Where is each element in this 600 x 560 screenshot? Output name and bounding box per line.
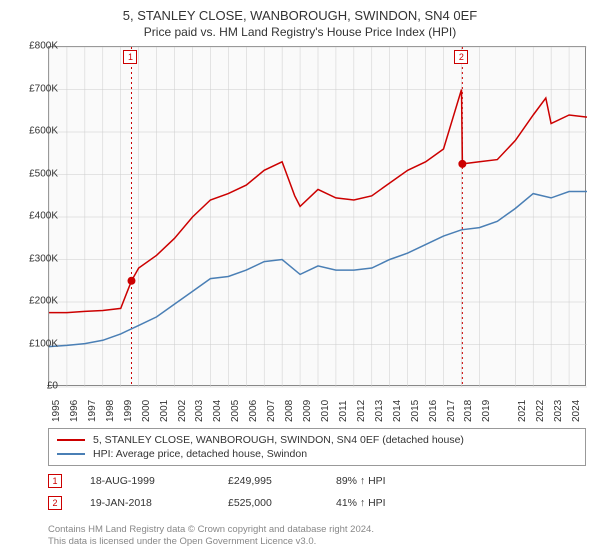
event-row: 2 19-JAN-2018 £525,000 41% ↑ HPI xyxy=(48,492,586,514)
chart-marker-1: 1 xyxy=(123,50,137,64)
legend: 5, STANLEY CLOSE, WANBOROUGH, SWINDON, S… xyxy=(48,428,586,466)
y-tick-label: £600K xyxy=(8,126,58,137)
chart-subtitle: Price paid vs. HM Land Registry's House … xyxy=(0,23,600,43)
x-tick-label: 2007 xyxy=(266,400,277,422)
event-date: 18-AUG-1999 xyxy=(90,475,200,487)
legend-swatch xyxy=(57,453,85,455)
event-marker: 2 xyxy=(48,496,62,510)
marker-dot-2 xyxy=(458,160,466,168)
x-tick-label: 1995 xyxy=(51,400,62,422)
y-tick-label: £800K xyxy=(8,41,58,52)
x-tick-label: 2018 xyxy=(463,400,474,422)
x-tick-label: 2014 xyxy=(392,400,403,422)
x-tick-label: 2009 xyxy=(302,400,313,422)
plot-svg xyxy=(49,47,587,387)
chart-marker-2: 2 xyxy=(454,50,468,64)
event-row: 1 18-AUG-1999 £249,995 89% ↑ HPI xyxy=(48,470,586,492)
y-tick-label: £200K xyxy=(8,296,58,307)
y-tick-label: £500K xyxy=(8,168,58,179)
y-tick-label: £400K xyxy=(8,211,58,222)
x-tick-label: 1998 xyxy=(105,400,116,422)
footer-line2: This data is licensed under the Open Gov… xyxy=(48,536,374,548)
y-tick-label: £300K xyxy=(8,253,58,264)
legend-swatch xyxy=(57,439,85,441)
y-tick-label: £100K xyxy=(8,338,58,349)
x-tick-label: 2010 xyxy=(320,400,331,422)
x-tick-label: 1997 xyxy=(87,400,98,422)
x-tick-label: 1999 xyxy=(123,400,134,422)
x-tick-label: 2024 xyxy=(571,400,582,422)
x-tick-label: 2002 xyxy=(177,400,188,422)
x-tick-label: 2023 xyxy=(553,400,564,422)
legend-row: HPI: Average price, detached house, Swin… xyxy=(57,447,577,461)
event-delta: 89% ↑ HPI xyxy=(336,475,386,487)
x-tick-label: 1996 xyxy=(69,400,80,422)
x-tick-label: 2008 xyxy=(284,400,295,422)
x-tick-label: 2015 xyxy=(410,400,421,422)
events-table: 1 18-AUG-1999 £249,995 89% ↑ HPI 2 19-JAN-201… xyxy=(48,470,586,514)
x-tick-label: 2011 xyxy=(338,400,349,422)
event-marker: 1 xyxy=(48,474,62,488)
x-tick-label: 2012 xyxy=(356,400,367,422)
x-tick-label: 2013 xyxy=(374,400,385,422)
x-tick-label: 2019 xyxy=(481,400,492,422)
plot-area xyxy=(48,46,586,386)
x-tick-label: 2001 xyxy=(159,400,170,422)
x-tick-label: 2017 xyxy=(446,400,457,422)
chart-container: 5, STANLEY CLOSE, WANBOROUGH, SWINDON, S… xyxy=(0,0,600,560)
x-tick-label: 2022 xyxy=(535,400,546,422)
x-tick-label: 2004 xyxy=(212,400,223,422)
footer-attribution: Contains HM Land Registry data © Crown c… xyxy=(48,524,374,549)
x-tick-label: 2006 xyxy=(248,400,259,422)
marker-dot-1 xyxy=(127,277,135,285)
x-tick-label: 2005 xyxy=(230,400,241,422)
x-tick-label: 2000 xyxy=(141,400,152,422)
y-tick-label: £0 xyxy=(8,381,58,392)
event-price: £249,995 xyxy=(228,475,308,487)
legend-label: HPI: Average price, detached house, Swin… xyxy=(93,448,307,460)
legend-row: 5, STANLEY CLOSE, WANBOROUGH, SWINDON, S… xyxy=(57,433,577,447)
x-tick-label: 2003 xyxy=(194,400,205,422)
footer-line1: Contains HM Land Registry data © Crown c… xyxy=(48,524,374,536)
y-tick-label: £700K xyxy=(8,83,58,94)
legend-label: 5, STANLEY CLOSE, WANBOROUGH, SWINDON, S… xyxy=(93,434,464,446)
event-price: £525,000 xyxy=(228,497,308,509)
chart-title: 5, STANLEY CLOSE, WANBOROUGH, SWINDON, S… xyxy=(0,0,600,23)
x-tick-label: 2016 xyxy=(428,400,439,422)
x-tick-label: 2021 xyxy=(517,400,528,422)
event-date: 19-JAN-2018 xyxy=(90,497,200,509)
event-delta: 41% ↑ HPI xyxy=(336,497,386,509)
